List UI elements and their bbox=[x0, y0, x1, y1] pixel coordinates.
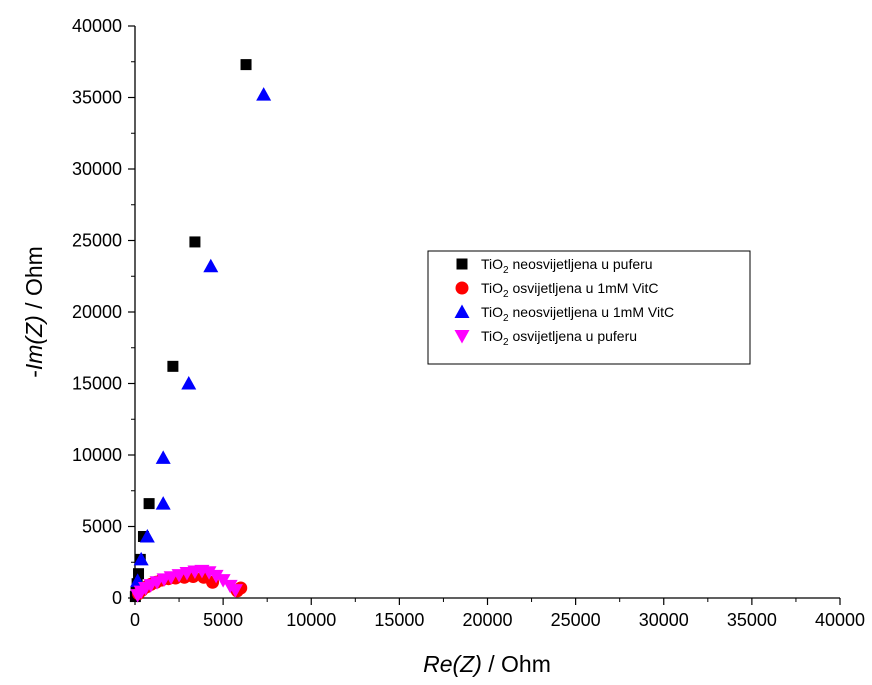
legend-entry: TiO2 neosvijetljena u puferu bbox=[456, 256, 653, 276]
legend-entry: TiO2 osvijetljena u puferu bbox=[454, 328, 637, 348]
legend-marker bbox=[456, 258, 468, 270]
series-3-points bbox=[130, 87, 272, 587]
series-1-points bbox=[129, 59, 252, 603]
legend-label: TiO2 osvijetljena u puferu bbox=[481, 328, 637, 348]
legend-entries: TiO2 neosvijetljena u puferu TiO2 osvijet… bbox=[454, 256, 674, 348]
data-point bbox=[181, 376, 197, 390]
y-tick-label: 15000 bbox=[72, 374, 122, 394]
data-point bbox=[203, 258, 219, 273]
y-tick-label: 5000 bbox=[82, 517, 122, 537]
series-4-points bbox=[130, 564, 243, 603]
data-point bbox=[155, 496, 171, 510]
data-point bbox=[143, 498, 155, 510]
legend-marker bbox=[455, 281, 469, 295]
y-tick-label: 30000 bbox=[72, 159, 122, 179]
x-tick-label: 20000 bbox=[462, 610, 512, 630]
y-axis-title: -Im(Z) / Ohm bbox=[21, 246, 47, 378]
data-point bbox=[227, 584, 243, 598]
x-tick-label: 5000 bbox=[203, 610, 243, 630]
legend-marker bbox=[454, 304, 470, 318]
legend-label: TiO2 osvijetljena u 1mM VitC bbox=[481, 280, 659, 300]
x-tick-label: 25000 bbox=[551, 610, 601, 630]
legend: TiO2 neosvijetljena u puferu TiO2 osvijet… bbox=[427, 250, 751, 365]
x-tick-label: 35000 bbox=[727, 610, 777, 630]
data-point bbox=[208, 569, 224, 584]
x-tick-label: 15000 bbox=[374, 610, 424, 630]
y-tick-label: 35000 bbox=[72, 88, 122, 108]
data-point bbox=[256, 87, 272, 101]
y-tick-label: 10000 bbox=[72, 445, 122, 465]
data-point bbox=[139, 529, 155, 543]
x-tick-label: 0 bbox=[130, 610, 140, 630]
y-tick-label: 25000 bbox=[72, 231, 122, 251]
x-tick-label: 40000 bbox=[815, 610, 865, 630]
data-point bbox=[133, 551, 149, 566]
y-tick-label: 0 bbox=[112, 588, 122, 608]
data-point bbox=[189, 236, 201, 248]
legend-label: TiO2 neosvijetljena u puferu bbox=[481, 256, 653, 276]
legend-entry: TiO2 neosvijetljena u 1mM VitC bbox=[454, 304, 674, 324]
data-point bbox=[167, 360, 179, 372]
y-tick-label: 20000 bbox=[72, 302, 122, 322]
x-axis-title: Re(Z) / Ohm bbox=[423, 651, 551, 677]
data-point bbox=[155, 450, 171, 464]
data-point bbox=[215, 574, 231, 588]
x-tick-label: 10000 bbox=[286, 610, 336, 630]
data-point bbox=[133, 568, 145, 580]
legend-entry: TiO2 osvijetljena u 1mM VitC bbox=[455, 280, 659, 300]
data-point bbox=[240, 59, 252, 71]
data-points bbox=[129, 59, 272, 603]
legend-label: TiO2 neosvijetljena u 1mM VitC bbox=[481, 304, 674, 324]
legend-marker bbox=[454, 330, 470, 344]
legend-box bbox=[427, 250, 751, 365]
x-tick-label: 30000 bbox=[639, 610, 689, 630]
data-point bbox=[201, 566, 217, 580]
ticks: 0 5000 10000 15000 20000 25000 30000 35000 40000… bbox=[72, 16, 865, 630]
y-tick-label: 40000 bbox=[72, 16, 122, 36]
